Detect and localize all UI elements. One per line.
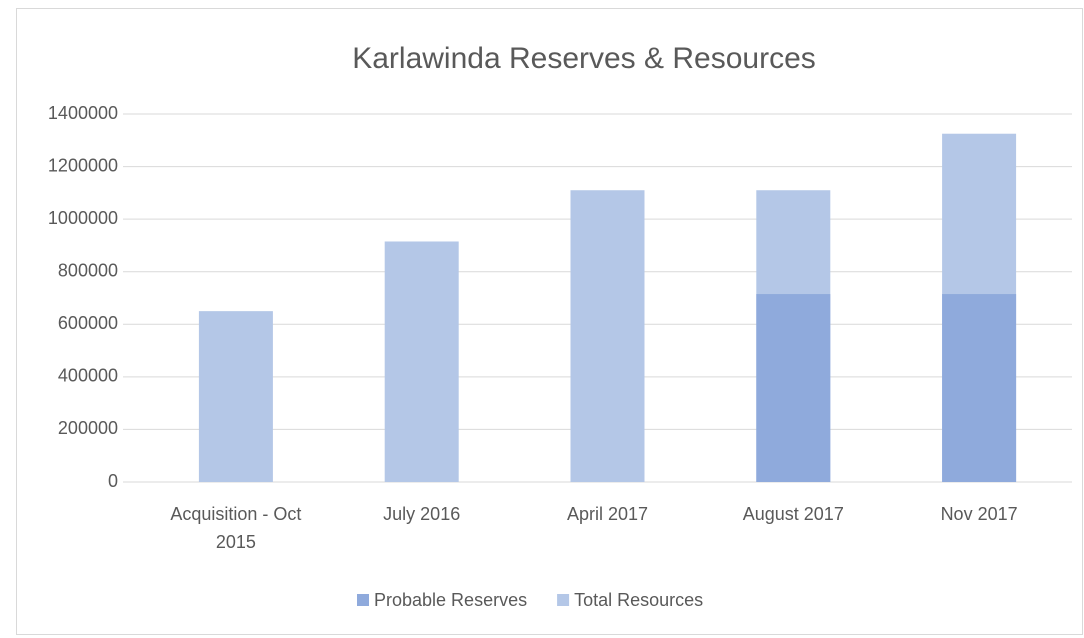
x-tick-label: August 2017 <box>743 504 844 524</box>
legend-swatch <box>357 594 369 606</box>
bar <box>756 294 831 482</box>
bar <box>570 190 645 482</box>
legend-label: Total Resources <box>574 590 703 610</box>
y-tick-label: 400000 <box>58 366 118 386</box>
bar <box>198 311 273 482</box>
bar <box>942 294 1017 482</box>
legend-label: Probable Reserves <box>374 590 527 610</box>
chart-frame <box>16 8 1083 635</box>
x-tick-label: Acquisition - Oct 2015 <box>170 504 301 552</box>
x-tick-label: Nov 2017 <box>941 504 1018 524</box>
y-tick-label: 1000000 <box>48 208 118 228</box>
legend-swatch <box>557 594 570 606</box>
y-tick-label: 0 <box>108 471 118 491</box>
chart-title: Karlawinda Reserves & Resources <box>352 42 816 75</box>
bar <box>384 241 459 482</box>
y-tick-label: 600000 <box>58 313 118 333</box>
x-tick-label: July 2016 <box>383 504 460 524</box>
x-tick-label: April 2017 <box>567 504 648 524</box>
y-tick-label: 1200000 <box>48 155 118 175</box>
y-tick-label: 200000 <box>58 418 118 438</box>
y-tick-label: 800000 <box>58 260 118 280</box>
y-tick-label: 1400000 <box>48 103 118 123</box>
